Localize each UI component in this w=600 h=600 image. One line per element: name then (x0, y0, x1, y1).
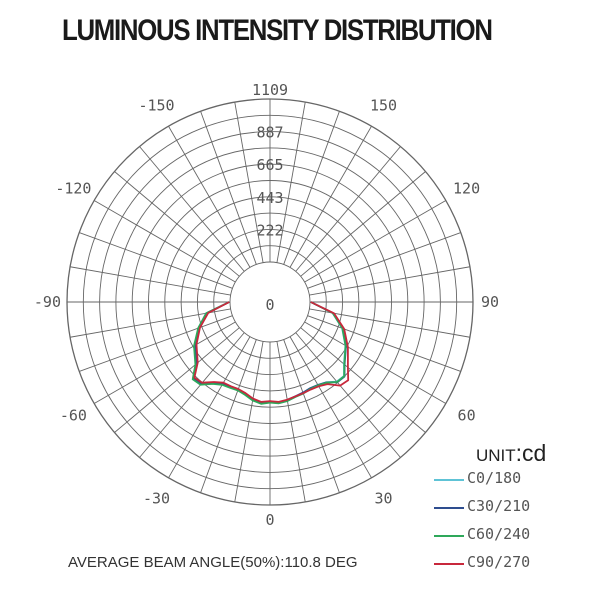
polar-chart: 222 443 665 887 0 30 60 90 120 150 -30 -60 -90 -120 -1… (34, 81, 499, 529)
grid-spoke (114, 327, 240, 433)
grid-spoke (307, 315, 461, 372)
grid-spoke (93, 321, 236, 404)
grid-spoke (289, 125, 372, 268)
unit-prefix: UNIT (476, 446, 516, 465)
angle-tick-label: 30 (374, 490, 392, 508)
legend-swatch (434, 535, 464, 537)
chart-title: LUMINOUS INTENSITY DISTRIBUTION (62, 14, 493, 47)
grid-spoke (289, 336, 372, 479)
grid-spoke (234, 102, 264, 263)
grid-spoke (200, 339, 257, 493)
angle-tick-label: 90 (481, 293, 499, 311)
grid-spoke (283, 339, 340, 493)
grid-spoke (70, 308, 231, 338)
grid-spoke (70, 266, 231, 296)
intensity-curves (191, 301, 350, 405)
grid-spoke (200, 111, 257, 265)
grid-spoke (168, 125, 251, 268)
angle-tick-label: -30 (143, 490, 170, 508)
grid-spoke (234, 341, 264, 502)
legend-label: C30/210 (467, 497, 531, 515)
angle-tick-label: -90 (34, 293, 61, 311)
angle-tick-label-bottom: 0 (265, 511, 274, 529)
legend-label: C0/180 (467, 469, 522, 487)
beam-angle-note: AVERAGE BEAM ANGLE(50%):110.8 DEG (68, 554, 358, 571)
legend-swatch (434, 563, 464, 565)
grid-spoke (309, 308, 470, 338)
radial-tick-label: 887 (256, 124, 283, 142)
angle-tick-label: 120 (453, 180, 480, 198)
angle-tick-label: -120 (55, 180, 91, 198)
polar-grid (66, 98, 474, 506)
angle-tick-label: -150 (138, 96, 174, 114)
grid-spoke (79, 315, 233, 372)
radial-tick-label: 665 (256, 156, 283, 174)
unit-label: UNIT:cd (476, 440, 546, 467)
grid-spoke (300, 171, 426, 277)
legend-label: C90/270 (467, 553, 531, 571)
unit-value: :cd (515, 440, 547, 466)
angle-tick-label: 0 (265, 296, 274, 314)
angle-tick-label: -60 (60, 407, 87, 425)
legend-swatch (434, 507, 464, 509)
grid-spoke (304, 321, 447, 404)
grid-spoke (139, 146, 245, 272)
angle-tick-label: 60 (458, 407, 476, 425)
grid-spoke (93, 200, 236, 283)
radial-tick-label: 222 (256, 221, 283, 239)
grid-spoke (139, 332, 245, 458)
grid-spoke (309, 266, 470, 296)
grid-spoke (300, 327, 426, 433)
grid-spoke (295, 146, 401, 272)
polar-labels: 222 443 665 887 0 30 60 90 120 150 -30 -60 -90 -120 -1… (34, 81, 499, 529)
radial-tick-label: 443 (256, 189, 283, 207)
grid-spoke (276, 341, 306, 502)
grid-spoke (295, 332, 401, 458)
grid-spoke (114, 171, 240, 277)
series-curve (193, 301, 350, 403)
angle-tick-label: 150 (370, 96, 397, 114)
grid-spoke (276, 102, 306, 263)
grid-spoke (283, 111, 340, 265)
legend-label: C60/240 (467, 525, 531, 543)
legend-swatch (434, 479, 464, 481)
grid-spoke (168, 336, 251, 479)
grid-spoke (304, 200, 447, 283)
angle-tick-label: 1109 (252, 81, 288, 99)
grid-spoke (79, 232, 233, 289)
series-curve (191, 301, 347, 405)
grid-spoke (307, 232, 461, 289)
